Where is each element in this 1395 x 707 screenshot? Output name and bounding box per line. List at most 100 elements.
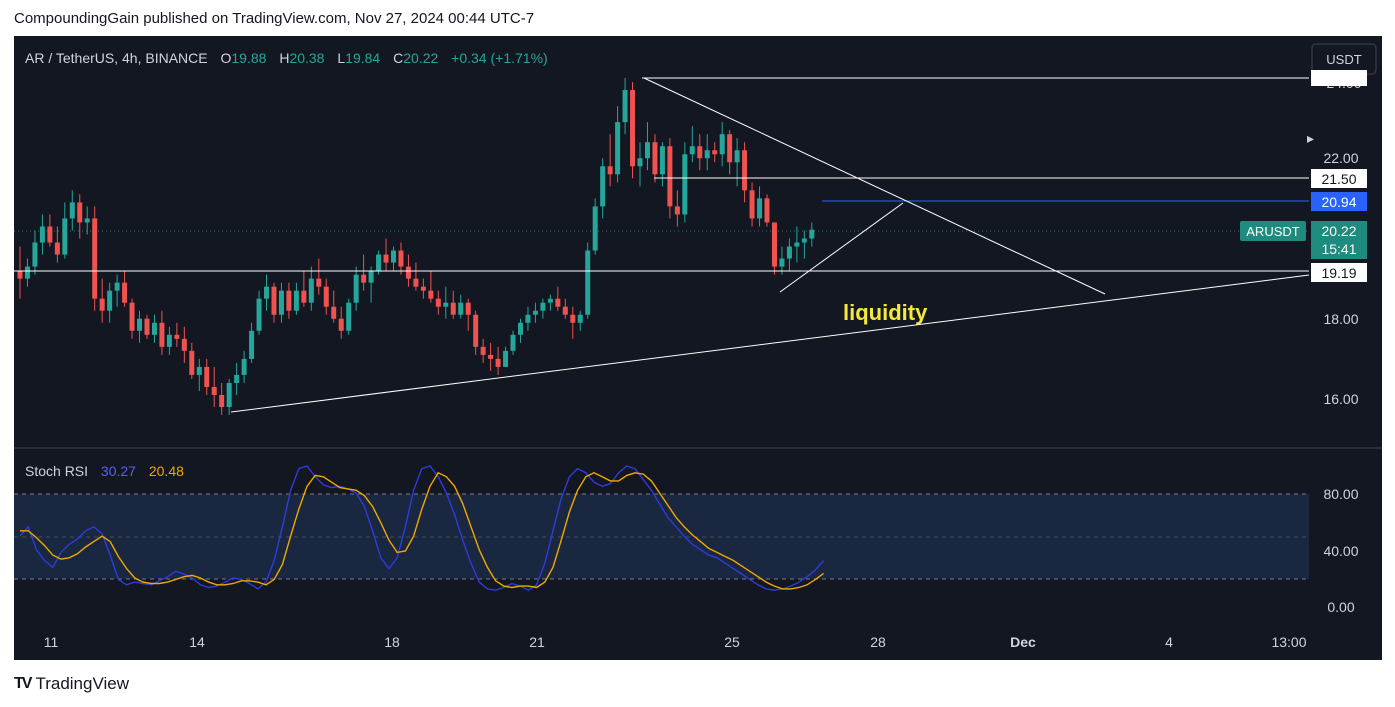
candle-body: [667, 146, 673, 207]
candle-body: [779, 258, 785, 267]
candle-body: [517, 322, 523, 335]
candle-body: [249, 330, 255, 359]
footer-logo-text: TradingView: [35, 674, 130, 693]
candle-body: [555, 298, 561, 307]
candle-body: [84, 218, 90, 223]
candle-body: [607, 166, 613, 175]
chart-svg[interactable]: liquidity AR / TetherUS, 4h, BINANCE O19…: [14, 36, 1382, 660]
ticker-badge-label: ARUSDT: [1246, 224, 1300, 239]
candle-body: [391, 250, 396, 263]
candle-body: [794, 242, 800, 247]
candle-body: [293, 290, 299, 311]
candle-body: [361, 274, 367, 283]
candles: [17, 78, 815, 416]
candle-body: [719, 134, 725, 155]
candle-body: [39, 226, 45, 243]
low-label: L: [337, 50, 345, 66]
time-tick-14: 14: [189, 634, 205, 650]
candle-body: [757, 198, 763, 219]
candle-body: [801, 238, 807, 243]
candle-body: [122, 282, 128, 303]
candle-body: [510, 334, 516, 351]
candle-body: [458, 302, 464, 315]
open-label: O: [220, 50, 231, 66]
candle-body: [592, 206, 598, 251]
candle-body: [241, 358, 247, 375]
candle-body: [114, 282, 120, 291]
candle-body: [323, 286, 329, 307]
time-axis[interactable]: 11 14 18 21 25 28 Dec 4 13:00: [44, 634, 1307, 650]
rsi-tick-80: 80.00: [1323, 486, 1358, 502]
descending-trendline[interactable]: [643, 77, 1106, 295]
candle-body: [600, 166, 606, 207]
candle-body: [637, 158, 643, 167]
candle-body: [450, 302, 456, 315]
candle-body: [144, 318, 150, 335]
level-24-marker: [1311, 70, 1367, 86]
candle-body: [420, 286, 426, 291]
candle-body: [659, 146, 665, 175]
candle-body: [749, 190, 755, 219]
candle-body: [689, 146, 695, 155]
time-tick-28: 28: [870, 634, 886, 650]
candle-body: [159, 322, 165, 347]
candle-body: [786, 246, 792, 259]
marker-21-50-label: 21.50: [1321, 171, 1356, 187]
candle-body: [480, 346, 486, 355]
chart-area[interactable]: liquidity AR / TetherUS, 4h, BINANCE O19…: [14, 36, 1382, 660]
candle-body: [712, 150, 718, 155]
time-tick-18: 18: [384, 634, 400, 650]
candle-body: [219, 394, 225, 408]
open-value: 19.88: [231, 50, 266, 66]
candle-body: [286, 290, 292, 311]
time-tick-4: 4: [1165, 634, 1173, 650]
close-label: C: [393, 50, 403, 66]
candle-body: [226, 382, 232, 408]
symbol-legend: AR / TetherUS, 4h, BINANCE O19.88 H20.38…: [25, 50, 548, 66]
candle-body: [166, 334, 172, 347]
rsi-d-value: 20.48: [149, 463, 184, 479]
candle-body: [383, 254, 389, 263]
candle-body: [69, 202, 75, 219]
candle-body: [622, 90, 628, 123]
time-tick-21: 21: [529, 634, 545, 650]
candle-body: [264, 286, 270, 299]
candle-body: [376, 254, 382, 271]
time-tick-11: 11: [44, 634, 59, 650]
candle-body: [107, 290, 113, 311]
footer-logo[interactable]: TV TradingView: [14, 674, 129, 694]
price-axis[interactable]: USDT 24.00 ▸ 22.00 21.50 20.94 ARUSDT 20…: [1240, 43, 1377, 615]
candle-body: [211, 386, 217, 395]
price-tick-22: 22.00: [1323, 150, 1358, 166]
projection-line[interactable]: [779, 202, 904, 293]
candle-body: [32, 242, 38, 267]
candle-body: [54, 242, 60, 255]
candle-body: [62, 218, 68, 255]
candle-body: [525, 314, 531, 323]
time-tick-dec: Dec: [1010, 634, 1036, 650]
rsi-k-value: 30.27: [101, 463, 136, 479]
candle-body: [771, 222, 777, 267]
low-value: 19.84: [345, 50, 380, 66]
candle-body: [697, 146, 703, 159]
candle-body: [92, 218, 98, 299]
candle-body: [196, 366, 202, 375]
candle-body: [47, 226, 53, 243]
candle-body: [17, 270, 23, 279]
candle-body: [577, 314, 583, 323]
rsi-lines: [19, 465, 825, 592]
currency-button-label[interactable]: USDT: [1326, 52, 1361, 67]
candle-body: [346, 302, 352, 331]
ascending-trendline[interactable]: [230, 274, 1310, 413]
rsi-title: Stoch RSI: [25, 463, 88, 479]
candle-body: [435, 298, 441, 307]
candle-body: [547, 298, 553, 303]
candle-body: [368, 270, 374, 283]
candle-body: [256, 298, 262, 331]
rsi-d-line: [20, 471, 825, 590]
arrow-icon[interactable]: ▸: [1307, 130, 1314, 146]
candle-body: [704, 150, 710, 159]
candle-body: [809, 229, 815, 239]
candle-body: [398, 250, 404, 267]
candle-body: [465, 302, 471, 315]
